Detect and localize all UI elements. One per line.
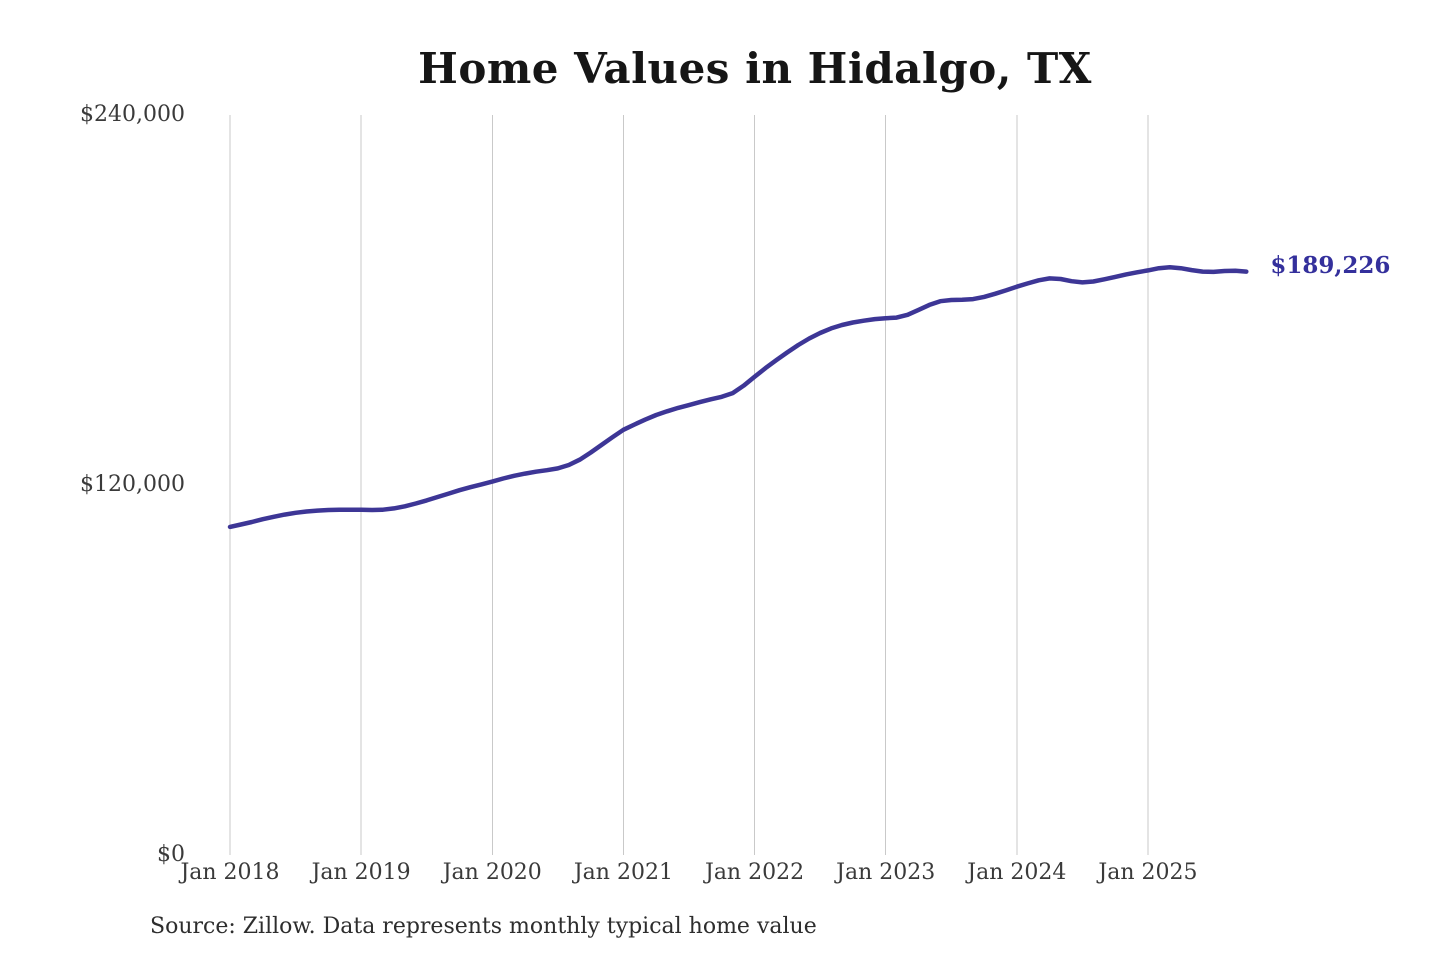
x-tick-label: Jan 2018 (180, 860, 280, 885)
y-tick-label: $0 (157, 842, 185, 867)
x-tick-label: Jan 2025 (1098, 860, 1198, 885)
x-tick-label: Jan 2022 (705, 860, 805, 885)
source-note: Source: Zillow. Data represents monthly … (150, 914, 817, 939)
y-tick-label: $120,000 (80, 472, 185, 497)
x-tick-label: Jan 2020 (442, 860, 542, 885)
x-tick-label: Jan 2024 (967, 860, 1067, 885)
x-tick-label: Jan 2023 (836, 860, 936, 885)
y-tick-label: $240,000 (80, 102, 185, 127)
x-tick-label: Jan 2021 (573, 860, 673, 885)
chart-title: Home Values in Hidalgo, TX (418, 44, 1092, 93)
home-value-series-line (227, 265, 1249, 530)
latest-value-label: $189,226 (1270, 251, 1391, 279)
vertical-gridlines (229, 115, 1149, 855)
x-tick-label: Jan 2019 (311, 860, 411, 885)
